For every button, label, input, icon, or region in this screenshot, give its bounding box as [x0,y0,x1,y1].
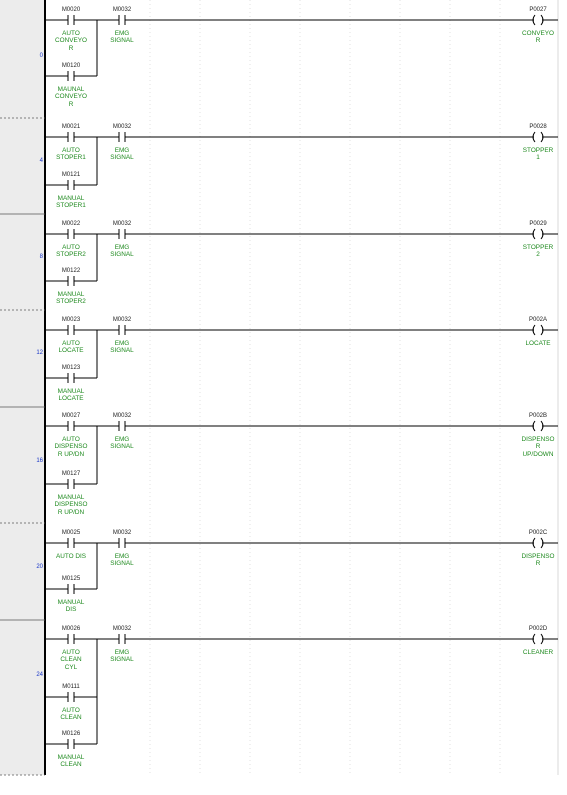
coil-address: P0027 [529,7,547,13]
step-number: 16 [36,458,43,464]
contact-comment: EMG SIGNAL [110,340,134,355]
contact-comment: AUTO CLEAN CYL [60,649,82,671]
contact-address: M0027 [61,413,81,419]
coil-address: P002D [528,626,548,632]
coil-address: P002B [528,413,547,419]
contact-address: M0032 [112,530,132,536]
branch-contact-comment: MAUNAL CONVEYO R [55,86,87,108]
step-number: 12 [36,350,43,356]
coil-p002a-right-arc [540,324,544,336]
coil-p002a-left-arc [532,324,536,336]
coil-p0028-left-arc [532,131,536,143]
branch-contact-address: M0123 [61,365,81,371]
contact-comment: AUTO STOPER1 [56,147,86,162]
coil-address: P002C [528,530,548,536]
branch-contact-comment: AUTO CLEAN [60,707,82,722]
branch-contact-comment: MANUAL STOPER1 [56,195,86,210]
contact-address: M0025 [61,530,81,536]
contact-address: M0021 [61,124,81,130]
contact-address: M0032 [112,7,132,13]
contact-comment: AUTO LOCATE [58,340,84,355]
branch-contact-address: M0120 [61,63,81,69]
contact-address: M0026 [61,626,81,632]
step-number: 24 [36,672,43,678]
contact-address: M0022 [61,221,81,227]
branch-contact-comment: MANUAL CLEAN [57,754,85,769]
coil-address: P002A [528,317,547,323]
step-number: 0 [39,53,43,59]
coil-p002c-right-arc [540,537,544,549]
coil-p002d-left-arc [532,633,536,645]
contact-address: M0032 [112,626,132,632]
coil-comment: DISPENSO R [521,553,555,568]
coil-p0027-left-arc [532,14,536,26]
branch-contact-address: M0127 [61,471,81,477]
coil-address: P0028 [529,124,547,130]
contact-comment: EMG SIGNAL [110,649,134,664]
step-number: 4 [39,158,43,164]
coil-p0028-right-arc [540,131,544,143]
coil-p002b-right-arc [540,420,544,432]
coil-comment: STOPPER 1 [522,147,554,162]
contact-address: M0023 [61,317,81,323]
coil-comment: CONVEYO R [522,30,554,45]
branch-contact-comment: MANUAL DIS [57,599,85,614]
contact-comment: EMG SIGNAL [110,436,134,451]
branch-contact-address: M0126 [61,731,81,737]
contact-address: M0032 [112,413,132,419]
coil-p0027-right-arc [540,14,544,26]
contact-comment: EMG SIGNAL [110,30,134,45]
step-number-gutter [0,0,45,775]
step-number: 20 [36,564,43,570]
branch-contact-comment: MANUAL STOPER2 [56,291,86,306]
branch-contact-address: M0121 [61,172,81,178]
branch-contact-address: M0122 [61,268,81,274]
branch-contact-comment: MANUAL LOCATE [57,388,85,403]
contact-address: M0020 [61,7,81,13]
contact-comment: EMG SIGNAL [110,244,134,259]
coil-p0029-right-arc [540,228,544,240]
coil-address: P0029 [529,221,547,227]
coil-comment: STOPPER 2 [522,244,554,259]
contact-comment: AUTO CONVEYO R [55,30,87,52]
coil-comment: CLEANER [522,649,554,656]
contact-comment: EMG SIGNAL [110,553,134,568]
contact-comment: AUTO DIS [55,553,87,560]
contact-comment: AUTO DISPENSO R UP/DN [54,436,88,458]
contact-comment: EMG SIGNAL [110,147,134,162]
branch-contact-address: M0125 [61,576,81,582]
contact-comment: AUTO STOPER2 [56,244,86,259]
contact-address: M0032 [112,221,132,227]
coil-p002c-left-arc [532,537,536,549]
coil-comment: LOCATE [525,340,551,347]
coil-p0029-left-arc [532,228,536,240]
branch-contact-comment: MANUAL DISPENSO R UP/DN [54,494,88,516]
coil-p002d-right-arc [540,633,544,645]
coil-p002b-left-arc [532,420,536,432]
contact-address: M0032 [112,124,132,130]
contact-address: M0032 [112,317,132,323]
coil-comment: DISPENSO R UP/DOWN [521,436,555,458]
branch-contact-address: M0111 [62,684,80,690]
step-number: 8 [39,254,43,260]
